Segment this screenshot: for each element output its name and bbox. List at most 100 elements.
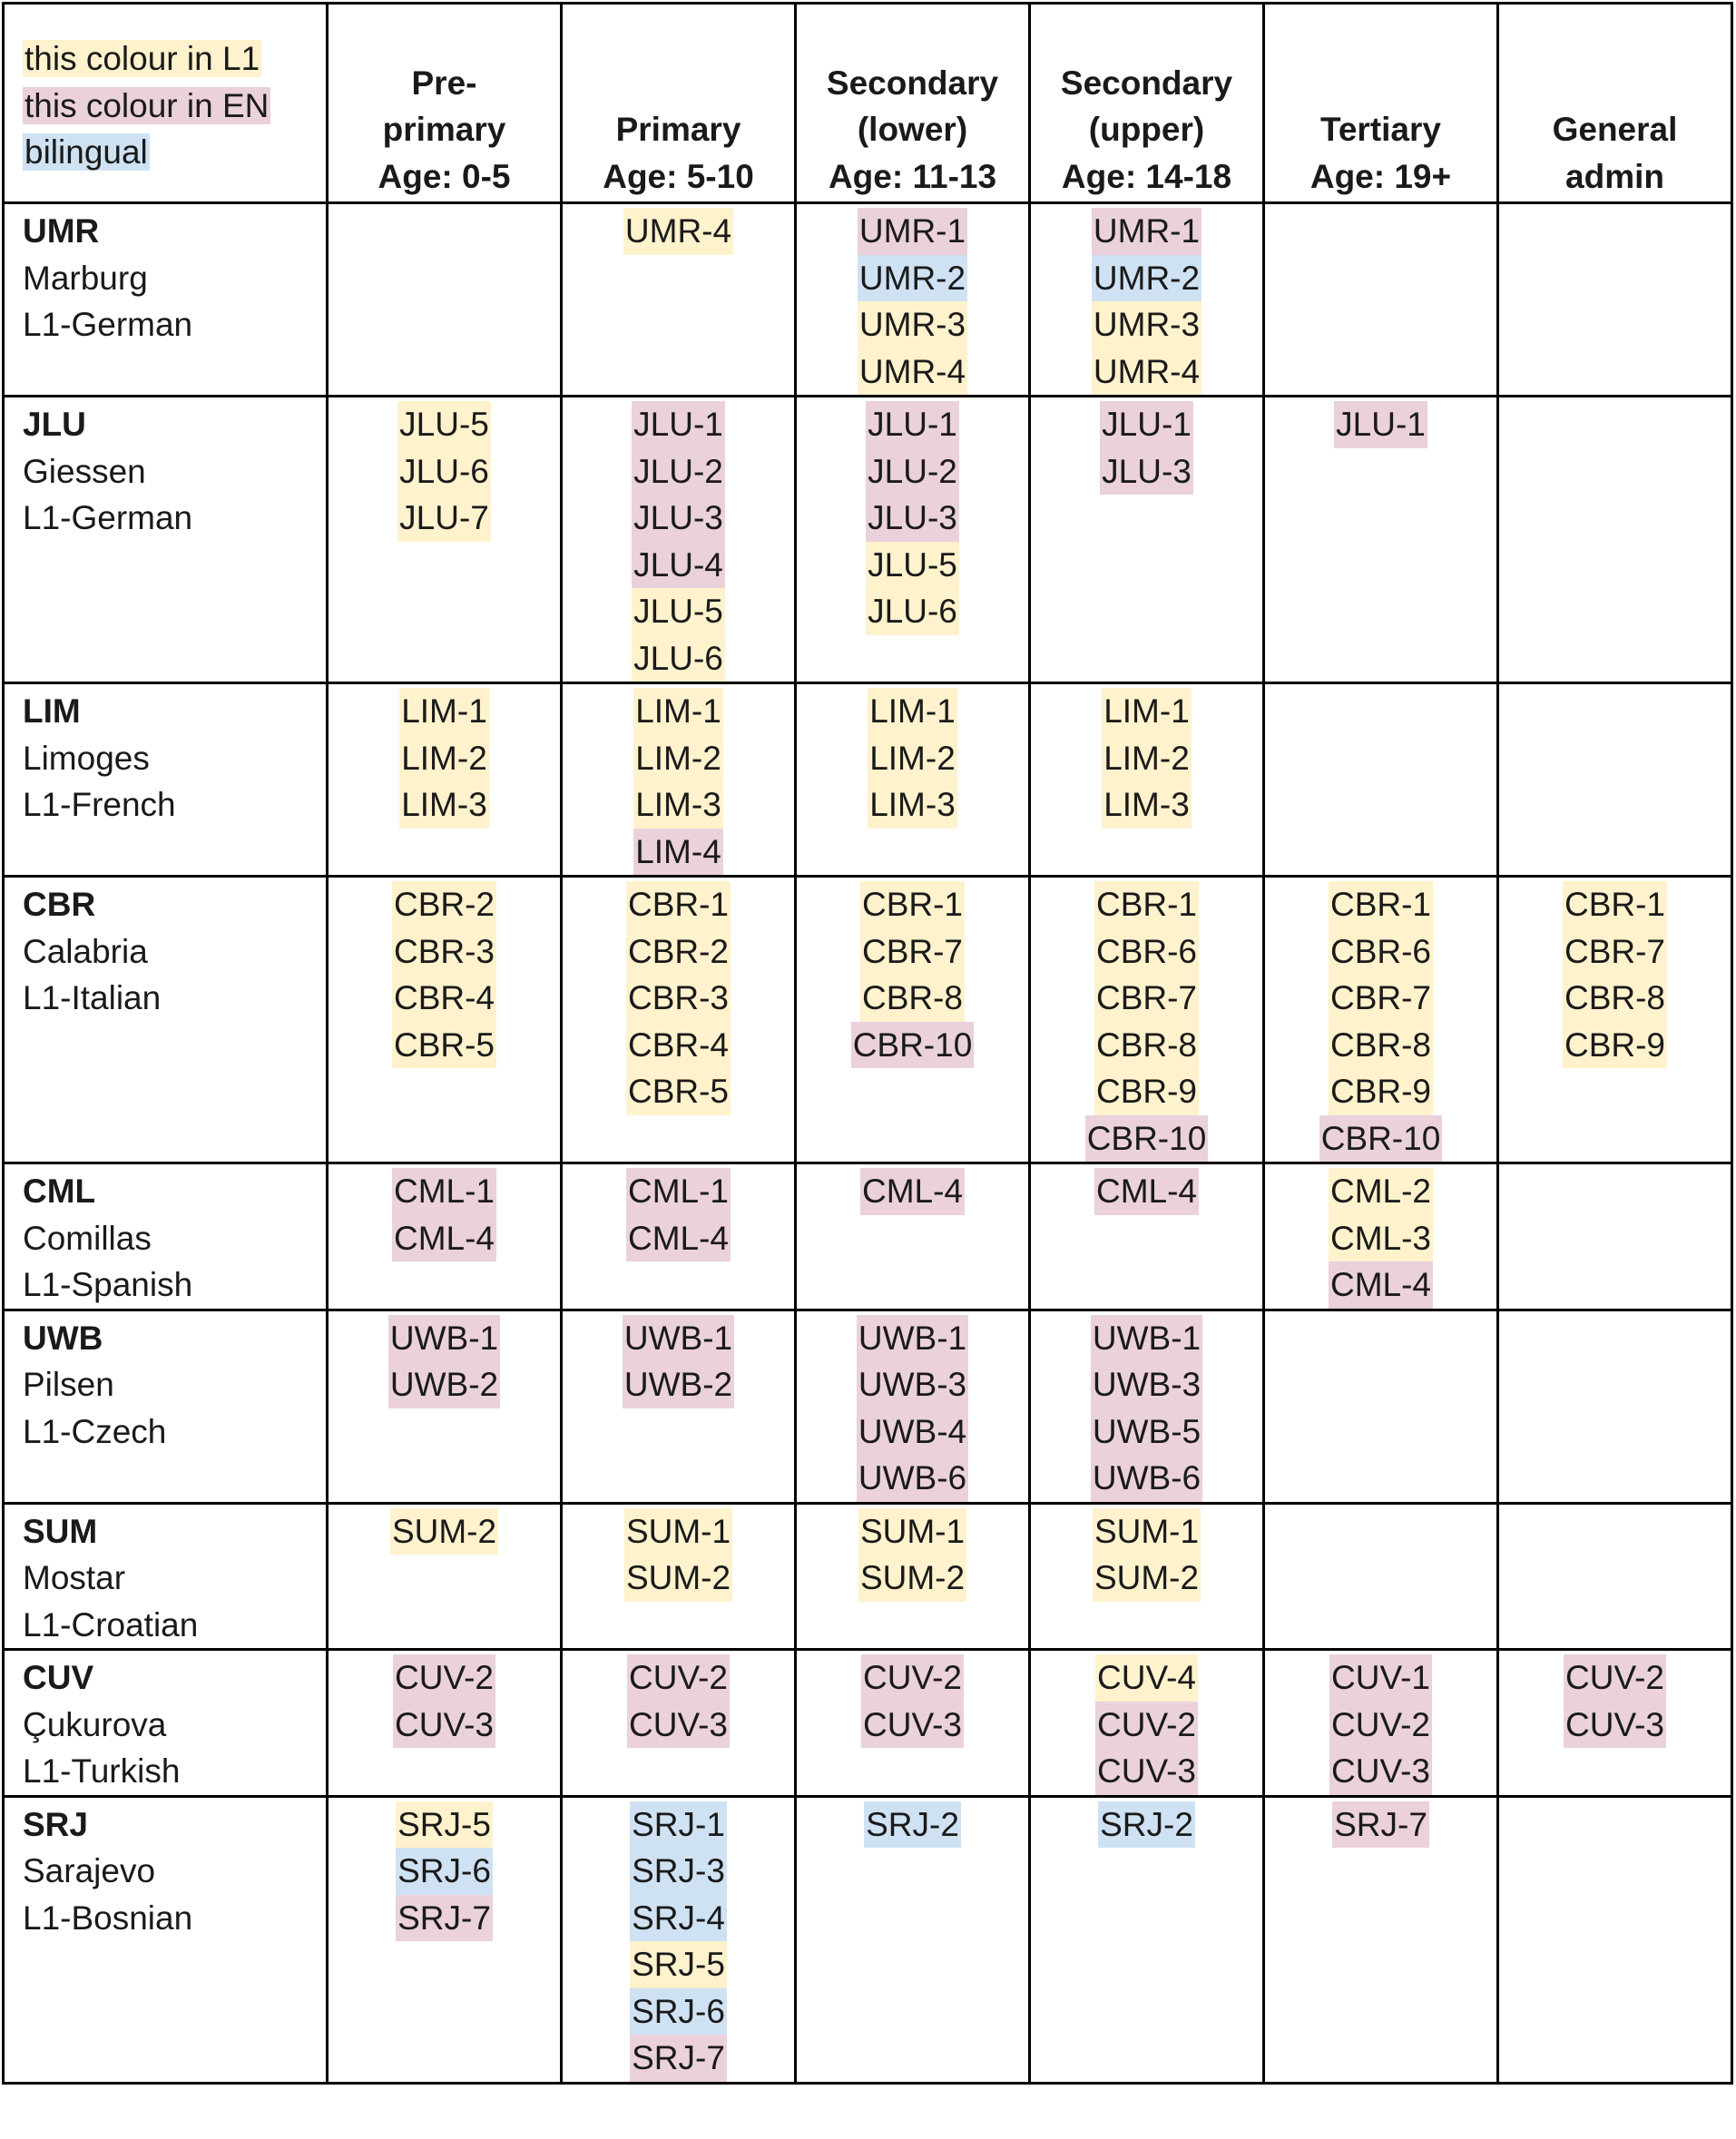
column-header: Pre-primary Age: 0-5 — [326, 2, 563, 204]
programme-cell: LIM-1 LIM-2 LIM-3 — [794, 682, 1031, 878]
programme-code: CML-4 — [859, 1168, 966, 1215]
institution-cell: JLU Giessen L1-German — [2, 395, 329, 684]
programme-code: JLU-5 — [632, 588, 725, 635]
programme-code: SUM-1 — [623, 1507, 733, 1555]
table-row: UMR Marburg L1-German UMR-4 UMR-1 UMR-2 UMR-3 U… — [2, 201, 1733, 397]
programme-code: UMR-4 — [623, 208, 734, 255]
column-header: Secondary (lower) Age: 11-13 — [794, 2, 1031, 204]
column-header: General admin — [1496, 2, 1733, 204]
programme-cell: CBR-1 CBR-6 CBR-7 CBR-8 CBR-9 CBR-10 — [1028, 875, 1265, 1164]
programme-cell: JLU-1 JLU-2 JLU-3 JLU-5 JLU-6 — [794, 395, 1031, 684]
programme-code: CBR-5 — [625, 1068, 731, 1115]
programme-code: LIM-1 — [633, 688, 723, 735]
programme-code: UWB-6 — [856, 1455, 969, 1502]
institution-city: Calabria — [23, 932, 148, 970]
programme-code: CUV-3 — [393, 1701, 495, 1748]
programme-code: SRJ-1 — [630, 1800, 727, 1848]
column-header: Secondary (upper) Age: 14-18 — [1028, 2, 1265, 204]
institution-cell: CML Comillas L1-Spanish — [2, 1162, 329, 1311]
institution-language: L1-Italian — [23, 979, 162, 1016]
programme-cell: SRJ-1 SRJ-3 SRJ-4 SRJ-5 SRJ-6 SRJ-7 — [560, 1794, 797, 2085]
programme-code: CBR-9 — [1328, 1068, 1434, 1115]
institution-language: L1-Bosnian — [23, 1899, 193, 1937]
column-header-line: Age: 19+ — [1309, 157, 1452, 195]
programme-cell — [1496, 1794, 1733, 2085]
programme-cell: CBR-1 CBR-2 CBR-3 CBR-4 CBR-5 — [560, 875, 797, 1164]
programme-cell: CUV-2 CUV-3 — [1496, 1648, 1733, 1798]
programme-code: SUM-2 — [858, 1555, 967, 1602]
programme-cell: CUV-4 CUV-2 CUV-3 — [1028, 1648, 1265, 1798]
programme-code: JLU-6 — [866, 588, 959, 635]
programme-code: LIM-4 — [633, 828, 723, 875]
programme-code: LIM-2 — [399, 734, 489, 781]
programme-code: CBR-6 — [1094, 927, 1200, 975]
programme-code: CML-2 — [1328, 1168, 1434, 1215]
institution-language: L1-Czech — [23, 1412, 167, 1450]
programme-cell: UWB-1 UWB-2 — [560, 1308, 797, 1505]
column-header-line: Age: 11-13 — [828, 157, 997, 195]
programme-table: this colour in L1 this colour in EN bili… — [2, 2, 1733, 2085]
legend-bilingual-label: bilingual — [23, 133, 150, 171]
programme-code: CUV-2 — [1329, 1701, 1432, 1748]
table-row: LIM Limoges L1-French LIM-1 LIM-2 LIM-3 LIM-1 L… — [2, 682, 1733, 878]
programme-cell: SUM-2 — [326, 1501, 563, 1651]
programme-code: CBR-8 — [859, 975, 966, 1022]
institution-cell: LIM Limoges L1-French — [2, 682, 329, 878]
programme-code: JLU-4 — [632, 541, 725, 588]
programme-code: UWB-4 — [856, 1408, 969, 1455]
programme-code: SRJ-3 — [630, 1848, 727, 1895]
column-header-line: admin — [1565, 157, 1664, 195]
column-header-line: Secondary — [826, 64, 999, 102]
programme-code: CBR-7 — [1562, 927, 1668, 975]
institution-cell: UMR Marburg L1-German — [2, 201, 329, 397]
programme-code: LIM-2 — [868, 734, 957, 781]
programme-code: CUV-3 — [1564, 1701, 1666, 1748]
programme-code: CML-3 — [1328, 1214, 1434, 1261]
column-header-line: Primary — [615, 111, 741, 148]
programme-code: JLU-3 — [1100, 447, 1193, 495]
programme-cell: CML-1 CML-4 — [326, 1162, 563, 1311]
programme-cell — [1496, 1308, 1733, 1505]
programme-cell — [1262, 201, 1499, 397]
column-header: Primary Age: 5-10 — [560, 2, 797, 204]
column-header-line: (lower) — [857, 111, 968, 148]
programme-code: JLU-6 — [397, 447, 491, 495]
programme-code: CBR-1 — [1562, 881, 1668, 928]
programme-code: CBR-4 — [391, 975, 497, 1022]
column-header: Tertiary Age: 19+ — [1262, 2, 1499, 204]
programme-code: JLU-1 — [1100, 401, 1193, 448]
programme-cell — [326, 201, 563, 397]
programme-cell: UWB-1 UWB-2 — [326, 1308, 563, 1505]
programme-code: LIM-3 — [399, 781, 489, 829]
programme-cell: UWB-1 UWB-3 UWB-5 UWB-6 — [1028, 1308, 1265, 1505]
institution-code: UWB — [23, 1319, 103, 1357]
institution-language: L1-Turkish — [23, 1752, 181, 1790]
programme-code: CBR-3 — [391, 927, 497, 975]
programme-code: CBR-6 — [1328, 927, 1434, 975]
programme-code: JLU-7 — [397, 495, 491, 542]
programme-cell: JLU-1 JLU-2 JLU-3 JLU-4 JLU-5 JLU-6 — [560, 395, 797, 684]
programme-code: LIM-1 — [399, 688, 489, 735]
programme-cell: JLU-1 — [1262, 395, 1499, 684]
programme-code: CML-1 — [625, 1168, 731, 1215]
programme-code: JLU-5 — [866, 541, 959, 588]
programme-code: UMR-1 — [857, 208, 968, 255]
institution-code: UMR — [23, 212, 100, 250]
programme-cell: SUM-1 SUM-2 — [1028, 1501, 1265, 1651]
column-header-line: Pre- — [411, 64, 477, 102]
programme-code: JLU-5 — [397, 401, 491, 448]
programme-cell: UMR-1 UMR-2 UMR-3 UMR-4 — [1028, 201, 1265, 397]
programme-cell: SRJ-5 SRJ-6 SRJ-7 — [326, 1794, 563, 2085]
programme-code: CBR-9 — [1562, 1021, 1668, 1068]
programme-code: UWB-1 — [856, 1314, 969, 1361]
programme-cell — [1496, 201, 1733, 397]
programme-cell: CBR-1 CBR-7 CBR-8 CBR-9 — [1496, 875, 1733, 1164]
programme-code: LIM-2 — [633, 734, 723, 781]
programme-code: JLU-3 — [866, 495, 959, 542]
table-row: CBR Calabria L1-Italian CBR-2 CBR-3 CBR-4 CBR-… — [2, 875, 1733, 1164]
programme-code: CBR-3 — [625, 975, 731, 1022]
programme-code: SUM-1 — [858, 1507, 967, 1555]
table-row: CUV Çukurova L1-Turkish CUV-2 CUV-3 CUV-2 CUV-… — [2, 1648, 1733, 1798]
programme-code: CML-4 — [391, 1214, 497, 1261]
table-row: UWB Pilsen L1-Czech UWB-1 UWB-2 UWB-1 UWB-2 UWB… — [2, 1308, 1733, 1505]
